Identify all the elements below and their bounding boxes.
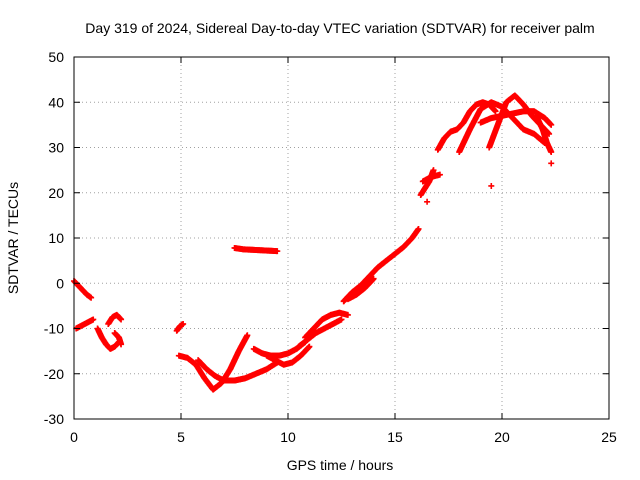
series-trace-o-rise — [344, 275, 377, 303]
series-trace-r-loop — [434, 99, 499, 153]
series-trace-w-outlier — [424, 160, 555, 205]
y-tick-label: 40 — [48, 94, 64, 110]
series-trace-p-rise — [417, 167, 437, 199]
y-tick-label: 10 — [48, 230, 64, 246]
data-point — [244, 332, 251, 339]
series-trace-n-rise — [340, 225, 422, 305]
data-point — [492, 108, 499, 115]
y-tick-label: -10 — [44, 321, 64, 337]
data-point — [548, 149, 555, 156]
data-point — [488, 182, 495, 189]
data-point — [118, 341, 125, 348]
data-point — [338, 316, 345, 323]
data-point — [370, 275, 377, 282]
data-point — [90, 316, 97, 323]
data-point — [344, 311, 351, 318]
y-tick-label: 20 — [48, 185, 64, 201]
axes: 0 5 10 15 20 25 50 40 30 20 10 0 -10 -20 -30 — [44, 49, 617, 445]
data-point — [88, 294, 95, 301]
data-point — [306, 343, 313, 350]
y-tick-label: -20 — [44, 366, 64, 382]
x-tick-label: 5 — [177, 429, 185, 445]
series-trace-b-early — [73, 316, 97, 332]
series-trace-q-rise — [419, 171, 443, 185]
x-axis-label: GPS time / hours — [287, 457, 394, 473]
data-point — [548, 121, 555, 128]
data-point — [118, 316, 125, 323]
series-trace-k-flat — [231, 244, 281, 255]
y-tick-label: 50 — [48, 49, 64, 65]
series-trace-c-early — [94, 325, 122, 352]
y-tick-label: 30 — [48, 140, 64, 156]
series-trace-d-early — [105, 311, 125, 327]
data-point — [180, 320, 187, 327]
series-trace-l-rise — [295, 316, 345, 350]
data-point — [548, 160, 555, 167]
series-trace-m-rise — [302, 309, 351, 341]
x-tick-label: 20 — [494, 429, 510, 445]
series-trace-v-loop — [533, 112, 555, 156]
y-axis-label: SDTVAR / TECUs — [5, 182, 21, 294]
x-tick-label: 15 — [387, 429, 403, 445]
series-trace-e-early — [111, 330, 125, 348]
series-trace-j-mid — [263, 343, 313, 368]
series-trace-g-dip — [175, 332, 251, 393]
y-tick-label: -30 — [44, 411, 64, 427]
data-marks — [71, 92, 555, 393]
x-tick-label: 10 — [280, 429, 296, 445]
data-point — [274, 248, 281, 255]
data-point — [436, 171, 443, 178]
x-tick-label: 25 — [601, 429, 617, 445]
series-trace-f-start — [173, 320, 187, 334]
x-tick-label: 0 — [70, 429, 78, 445]
data-point — [430, 167, 437, 174]
data-point — [415, 225, 422, 232]
y-tick-label: 0 — [56, 275, 64, 291]
series-trace-s-loop — [456, 99, 548, 156]
data-point — [424, 198, 431, 205]
chart-title: Day 319 of 2024, Sidereal Day-to-day VTE… — [85, 20, 594, 36]
series-trace-h-dip — [195, 357, 281, 384]
